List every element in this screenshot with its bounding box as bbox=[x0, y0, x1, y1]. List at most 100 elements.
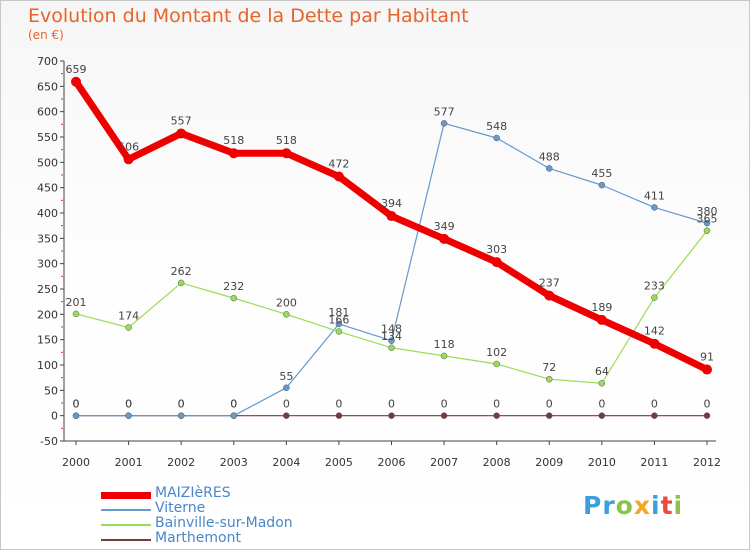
data-point bbox=[651, 294, 658, 301]
data-point bbox=[283, 311, 290, 318]
data-label: 472 bbox=[328, 158, 349, 171]
y-tick-label: 400 bbox=[37, 207, 58, 220]
y-tick-label: 150 bbox=[37, 334, 58, 347]
data-point bbox=[281, 148, 292, 159]
data-label: 0 bbox=[493, 398, 500, 411]
logo-letter: o bbox=[615, 491, 634, 520]
data-point bbox=[335, 320, 343, 328]
legend-label: Bainville-sur-Madon bbox=[155, 515, 293, 531]
data-point bbox=[72, 412, 80, 419]
data-label: 0 bbox=[125, 398, 132, 411]
data-point bbox=[177, 412, 185, 419]
data-point bbox=[493, 360, 500, 368]
data-point bbox=[230, 412, 237, 419]
data-point bbox=[388, 337, 395, 344]
y-tick-label: 650 bbox=[37, 80, 58, 93]
y-tick-label: 600 bbox=[37, 106, 58, 119]
data-label: 232 bbox=[223, 280, 244, 293]
legend-swatch bbox=[101, 524, 151, 526]
x-tick-label: 2006 bbox=[378, 456, 406, 469]
data-point bbox=[388, 344, 395, 352]
data-point bbox=[440, 120, 448, 127]
y-tick-label: 300 bbox=[37, 258, 58, 271]
data-label: 0 bbox=[598, 398, 605, 411]
data-label: 174 bbox=[118, 310, 139, 323]
data-point bbox=[176, 128, 187, 139]
x-tick-label: 2003 bbox=[220, 456, 248, 469]
x-tick-label: 2000 bbox=[62, 456, 90, 469]
y-tick-label: 100 bbox=[37, 359, 58, 372]
data-label: 118 bbox=[434, 338, 455, 351]
data-label: 506 bbox=[118, 140, 139, 153]
x-tick-label: 2011 bbox=[640, 456, 668, 469]
data-label: 0 bbox=[178, 398, 185, 411]
x-tick-label: 2001 bbox=[115, 456, 143, 469]
proxiti-logo: Proxiti bbox=[583, 491, 683, 520]
data-label: 488 bbox=[539, 150, 560, 163]
data-label: 577 bbox=[434, 105, 455, 118]
data-label: 201 bbox=[66, 296, 87, 309]
data-point bbox=[703, 412, 711, 419]
data-label: 142 bbox=[644, 325, 665, 338]
data-point bbox=[388, 412, 395, 419]
y-tick-label: 200 bbox=[37, 308, 58, 321]
data-point bbox=[386, 211, 397, 222]
legend-swatch bbox=[101, 492, 151, 499]
data-label: 0 bbox=[546, 398, 553, 411]
data-label: 411 bbox=[644, 189, 665, 202]
data-point bbox=[333, 171, 344, 182]
data-label: 55 bbox=[279, 370, 293, 383]
data-point bbox=[228, 148, 239, 159]
y-tick-label: 250 bbox=[37, 283, 58, 296]
chart-title: Evolution du Montant de la Dette par Hab… bbox=[28, 5, 469, 27]
y-tick-label: 500 bbox=[37, 156, 58, 169]
x-tick-label: 2004 bbox=[272, 456, 300, 469]
data-label: 72 bbox=[542, 361, 556, 374]
data-point bbox=[544, 290, 555, 301]
data-label: 102 bbox=[486, 346, 507, 359]
logo-letter: P bbox=[583, 491, 603, 520]
data-label: 233 bbox=[644, 280, 665, 293]
data-label: 365 bbox=[697, 213, 718, 226]
y-tick-label: -50 bbox=[40, 435, 58, 448]
data-label: 200 bbox=[276, 296, 297, 309]
y-tick-label: 0 bbox=[51, 410, 58, 423]
data-label: 262 bbox=[171, 265, 192, 278]
data-point bbox=[71, 76, 81, 87]
data-point bbox=[649, 338, 660, 349]
data-label: 0 bbox=[441, 398, 448, 411]
data-label: 557 bbox=[171, 114, 192, 127]
data-label: 380 bbox=[697, 205, 718, 218]
data-label: 0 bbox=[283, 398, 290, 411]
data-label: 455 bbox=[591, 167, 612, 180]
data-label: 181 bbox=[328, 306, 349, 319]
y-tick-label: 350 bbox=[37, 232, 58, 245]
data-point bbox=[335, 328, 343, 335]
data-point bbox=[123, 154, 134, 165]
legend-label: Marthemont bbox=[155, 530, 241, 546]
legend-swatch bbox=[101, 539, 151, 541]
data-label: 518 bbox=[223, 134, 244, 147]
series-line bbox=[75, 230, 708, 384]
data-label: 548 bbox=[486, 120, 507, 133]
data-label: 0 bbox=[335, 398, 342, 411]
data-label: 189 bbox=[591, 301, 612, 314]
chart-subtitle: (en €) bbox=[28, 28, 64, 42]
data-label: 0 bbox=[230, 398, 237, 411]
data-point bbox=[546, 165, 553, 172]
data-point bbox=[596, 314, 607, 325]
data-label: 349 bbox=[434, 220, 455, 233]
data-point bbox=[651, 204, 658, 211]
logo-letter: i bbox=[673, 491, 684, 520]
data-point bbox=[335, 412, 343, 419]
y-tick-label: 50 bbox=[44, 384, 58, 397]
data-point bbox=[72, 310, 80, 318]
x-tick-label: 2008 bbox=[483, 456, 511, 469]
data-label: 0 bbox=[178, 398, 185, 411]
data-point bbox=[440, 412, 448, 419]
logo-letter: x bbox=[633, 491, 651, 520]
data-label: 659 bbox=[66, 63, 87, 76]
y-tick-label: 700 bbox=[37, 55, 58, 68]
